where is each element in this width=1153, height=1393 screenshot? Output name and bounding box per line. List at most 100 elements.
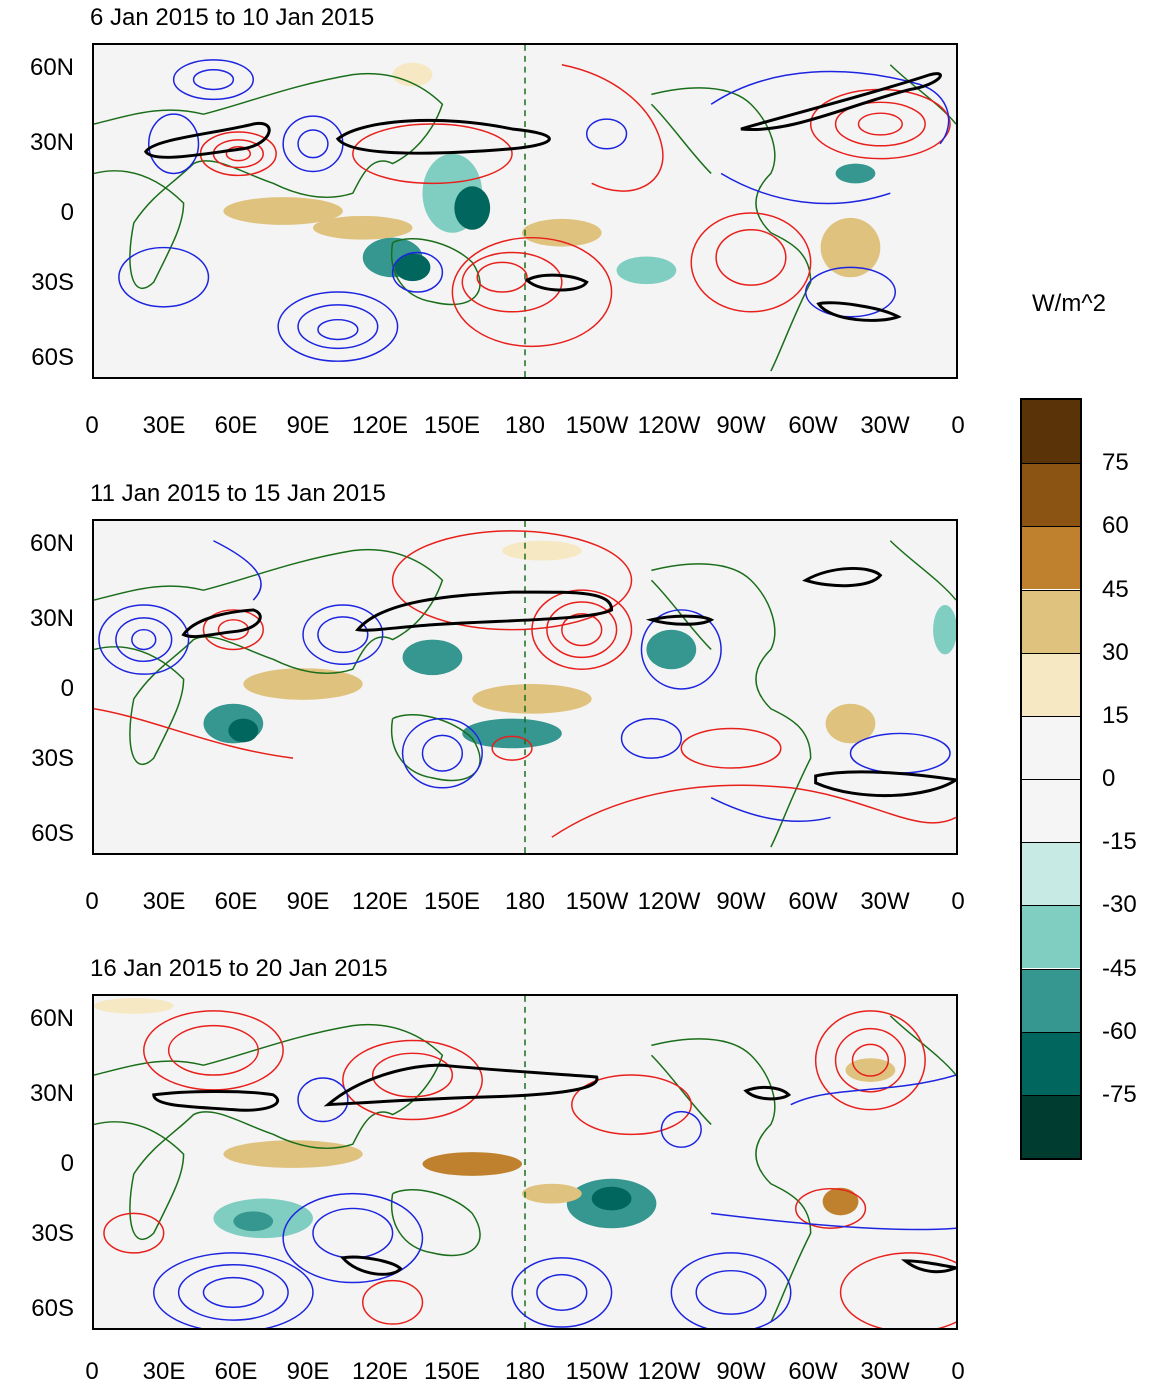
highlight-contours [143, 72, 942, 322]
shading-anomalies [94, 997, 896, 1239]
colorbar-tick-label: 75 [1102, 449, 1129, 477]
lon-label: 30E [142, 888, 186, 915]
colorbar-tick-label: 30 [1102, 638, 1129, 666]
lon-label: 120E [351, 1358, 409, 1385]
lat-label: 60N [29, 530, 74, 557]
lat-label: 0 [60, 675, 74, 702]
lon-label: 60W [788, 412, 838, 439]
lon-label: 150E [423, 1358, 481, 1385]
lon-label: 0 [85, 412, 99, 439]
colorbar-segment [1022, 652, 1080, 716]
colorbar-segment [1022, 463, 1080, 527]
lon-label: 90W [716, 1358, 766, 1385]
lat-label: 30S [31, 1220, 74, 1247]
lon-label: 0 [951, 412, 965, 439]
lon-label: 120E [351, 412, 409, 439]
lat-label: 30N [29, 1080, 74, 1107]
lon-label: 90E [286, 412, 330, 439]
coastlines [94, 64, 956, 372]
lon-label: 0 [85, 1358, 99, 1385]
lon-label: 30E [142, 412, 186, 439]
lat-label: 0 [60, 199, 74, 226]
lon-label: 90E [286, 888, 330, 915]
lon-label: 0 [85, 888, 99, 915]
lat-label: 30N [29, 129, 74, 156]
colorbar-segment [1022, 400, 1080, 464]
colorbar-tick-label: -60 [1102, 1017, 1137, 1045]
lat-label: 30S [31, 745, 74, 772]
panel-title: 16 Jan 2015 to 20 Jan 2015 [90, 955, 388, 982]
colorbar-segment [1022, 905, 1080, 969]
colorbar-tick-label: -45 [1102, 954, 1137, 982]
negative-contours [118, 59, 950, 362]
map-panel-3 [92, 994, 958, 1330]
lat-label: 60S [31, 344, 74, 371]
lon-label: 150E [423, 412, 481, 439]
panel-title: 6 Jan 2015 to 10 Jan 2015 [90, 4, 375, 31]
lon-label: 60W [788, 1358, 838, 1385]
lon-label: 120E [351, 888, 409, 915]
colorbar-segment [1022, 968, 1080, 1032]
lon-label: 90W [716, 412, 766, 439]
lon-label: 30W [860, 888, 910, 915]
positive-contours [94, 530, 956, 838]
highlight-contours [181, 567, 956, 798]
negative-contours [153, 1074, 956, 1328]
map-panel-1 [92, 43, 958, 379]
positive-contours [103, 1010, 956, 1328]
lat-label: 60N [29, 54, 74, 81]
map-plot [94, 521, 956, 853]
lon-label: 30E [142, 1358, 186, 1385]
colorbar-tick-label: 45 [1102, 575, 1129, 603]
colorbar [1020, 398, 1082, 1160]
lat-label: 0 [60, 1150, 74, 1177]
colorbar-units: W/m^2 [1032, 290, 1106, 317]
colorbar-segment [1022, 715, 1080, 779]
lon-label: 120W [637, 1358, 701, 1385]
lon-label: 150E [423, 888, 481, 915]
colorbar-tick-label: -30 [1102, 891, 1137, 919]
lon-label: 30W [860, 1358, 910, 1385]
lon-label: 150W [565, 888, 629, 915]
shading-anomalies [223, 62, 881, 285]
map-plot [94, 996, 956, 1328]
lon-label: 180 [504, 1358, 546, 1385]
shading-anomalies [203, 540, 956, 749]
lon-label: 180 [504, 888, 546, 915]
lat-label: 60S [31, 820, 74, 847]
map-panel-2 [92, 519, 958, 855]
colorbar-segment [1022, 842, 1080, 906]
lon-label: 60E [214, 1358, 258, 1385]
colorbar-segment [1022, 1094, 1080, 1158]
lat-label: 30S [31, 269, 74, 296]
highlight-contours [152, 1063, 956, 1276]
colorbar-segment [1022, 1031, 1080, 1095]
map-plot [94, 45, 956, 377]
colorbar-tick-label: 15 [1102, 701, 1129, 729]
panel-title: 11 Jan 2015 to 15 Jan 2015 [90, 480, 386, 507]
colorbar-segment [1022, 526, 1080, 590]
negative-contours [98, 540, 951, 823]
lon-label: 60W [788, 888, 838, 915]
lon-label: 60E [214, 888, 258, 915]
lat-label: 60S [31, 1295, 74, 1322]
lon-label: 30W [860, 412, 910, 439]
lon-label: 120W [637, 888, 701, 915]
colorbar-tick-label: 60 [1102, 512, 1129, 540]
colorbar-segment [1022, 589, 1080, 653]
positive-contours [199, 64, 951, 348]
lon-label: 0 [951, 888, 965, 915]
colorbar-segment [1022, 779, 1080, 843]
lat-label: 30N [29, 605, 74, 632]
lon-label: 150W [565, 1358, 629, 1385]
lon-label: 120W [637, 412, 701, 439]
lon-label: 0 [951, 1358, 965, 1385]
lon-label: 90W [716, 888, 766, 915]
colorbar-tick-label: -75 [1102, 1080, 1137, 1108]
lat-label: 60N [29, 1005, 74, 1032]
lon-label: 180 [504, 412, 546, 439]
colorbar-tick-label: 0 [1102, 765, 1116, 792]
lon-label: 60E [214, 412, 258, 439]
lon-label: 150W [565, 412, 629, 439]
colorbar-tick-label: -15 [1102, 828, 1137, 856]
